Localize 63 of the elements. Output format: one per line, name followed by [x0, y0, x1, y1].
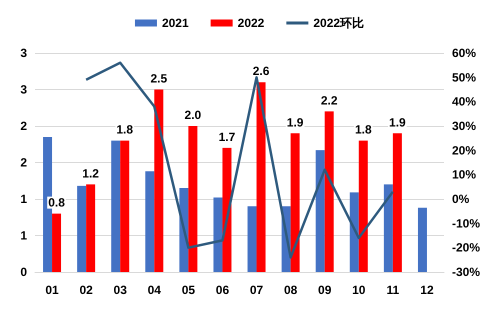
bar [154, 90, 164, 272]
y-tick-label: 0 [20, 265, 28, 279]
y2-tick-label: 20% [452, 143, 476, 158]
y2-tick-label: 10% [452, 168, 476, 182]
bar [86, 184, 96, 272]
y2-tick-label: -10% [452, 216, 480, 230]
data-label: 1.9 [389, 115, 406, 130]
y-tick-label: 2 [20, 119, 28, 133]
bar [384, 184, 393, 272]
bar [188, 126, 198, 272]
y2-tick-label: 30% [452, 119, 476, 133]
y2-tick-label: -30% [452, 265, 480, 279]
data-label: 1.8 [354, 122, 372, 137]
data-label: 1.7 [218, 130, 236, 144]
bar [213, 198, 222, 272]
bar [222, 148, 232, 272]
x-tick-label: 08 [284, 283, 298, 297]
y-tick-label: 1 [20, 228, 28, 242]
data-label: 2.0 [184, 108, 202, 122]
bar [358, 140, 368, 272]
bar [392, 133, 402, 272]
bar [350, 192, 359, 272]
x-tick-label: 07 [250, 283, 264, 297]
legend-label: 2022 [238, 16, 265, 30]
bar [290, 133, 300, 272]
x-tick-label: 03 [114, 283, 128, 297]
y2-tick-label: 40% [452, 94, 476, 109]
legend-label: 2021 [162, 16, 189, 30]
bar [256, 82, 266, 272]
x-tick-label: 01 [45, 283, 60, 297]
y2-tick-label: 50% [452, 70, 476, 84]
y2-tick-label: 0% [452, 192, 470, 206]
x-tick-label: 12 [420, 283, 434, 297]
legend-label: 2022环比 [313, 16, 364, 30]
bar [77, 186, 86, 272]
bar [52, 214, 62, 272]
bar [316, 150, 325, 272]
x-tick-label: 09 [318, 283, 332, 297]
y-tick-label: 3 [20, 46, 28, 60]
bar [111, 140, 120, 272]
bar [120, 140, 130, 272]
x-tick-label: 11 [386, 283, 400, 297]
data-label: 1.2 [82, 166, 100, 180]
y-tick-label: 2 [20, 156, 28, 170]
y2-tick-label: -20% [452, 240, 480, 255]
bar [324, 111, 334, 272]
data-label: 2.2 [320, 93, 338, 108]
x-tick-label: 10 [352, 283, 366, 297]
data-label: 1.9 [286, 115, 304, 130]
y2-tick-label: 60% [452, 46, 476, 60]
x-tick-label: 02 [79, 283, 94, 297]
data-label: 2.6 [252, 64, 270, 78]
data-label: 1.8 [116, 122, 134, 137]
x-tick-label: 05 [182, 283, 196, 297]
bar [418, 208, 427, 272]
data-label: 2.5 [150, 72, 168, 86]
x-tick-label: 04 [148, 283, 162, 297]
bar [248, 206, 257, 272]
bar [145, 171, 154, 272]
x-tick-label: 06 [216, 283, 230, 297]
y-tick-label: 3 [20, 82, 28, 96]
y-tick-label: 1 [20, 192, 28, 206]
data-label: 0.8 [48, 196, 66, 210]
